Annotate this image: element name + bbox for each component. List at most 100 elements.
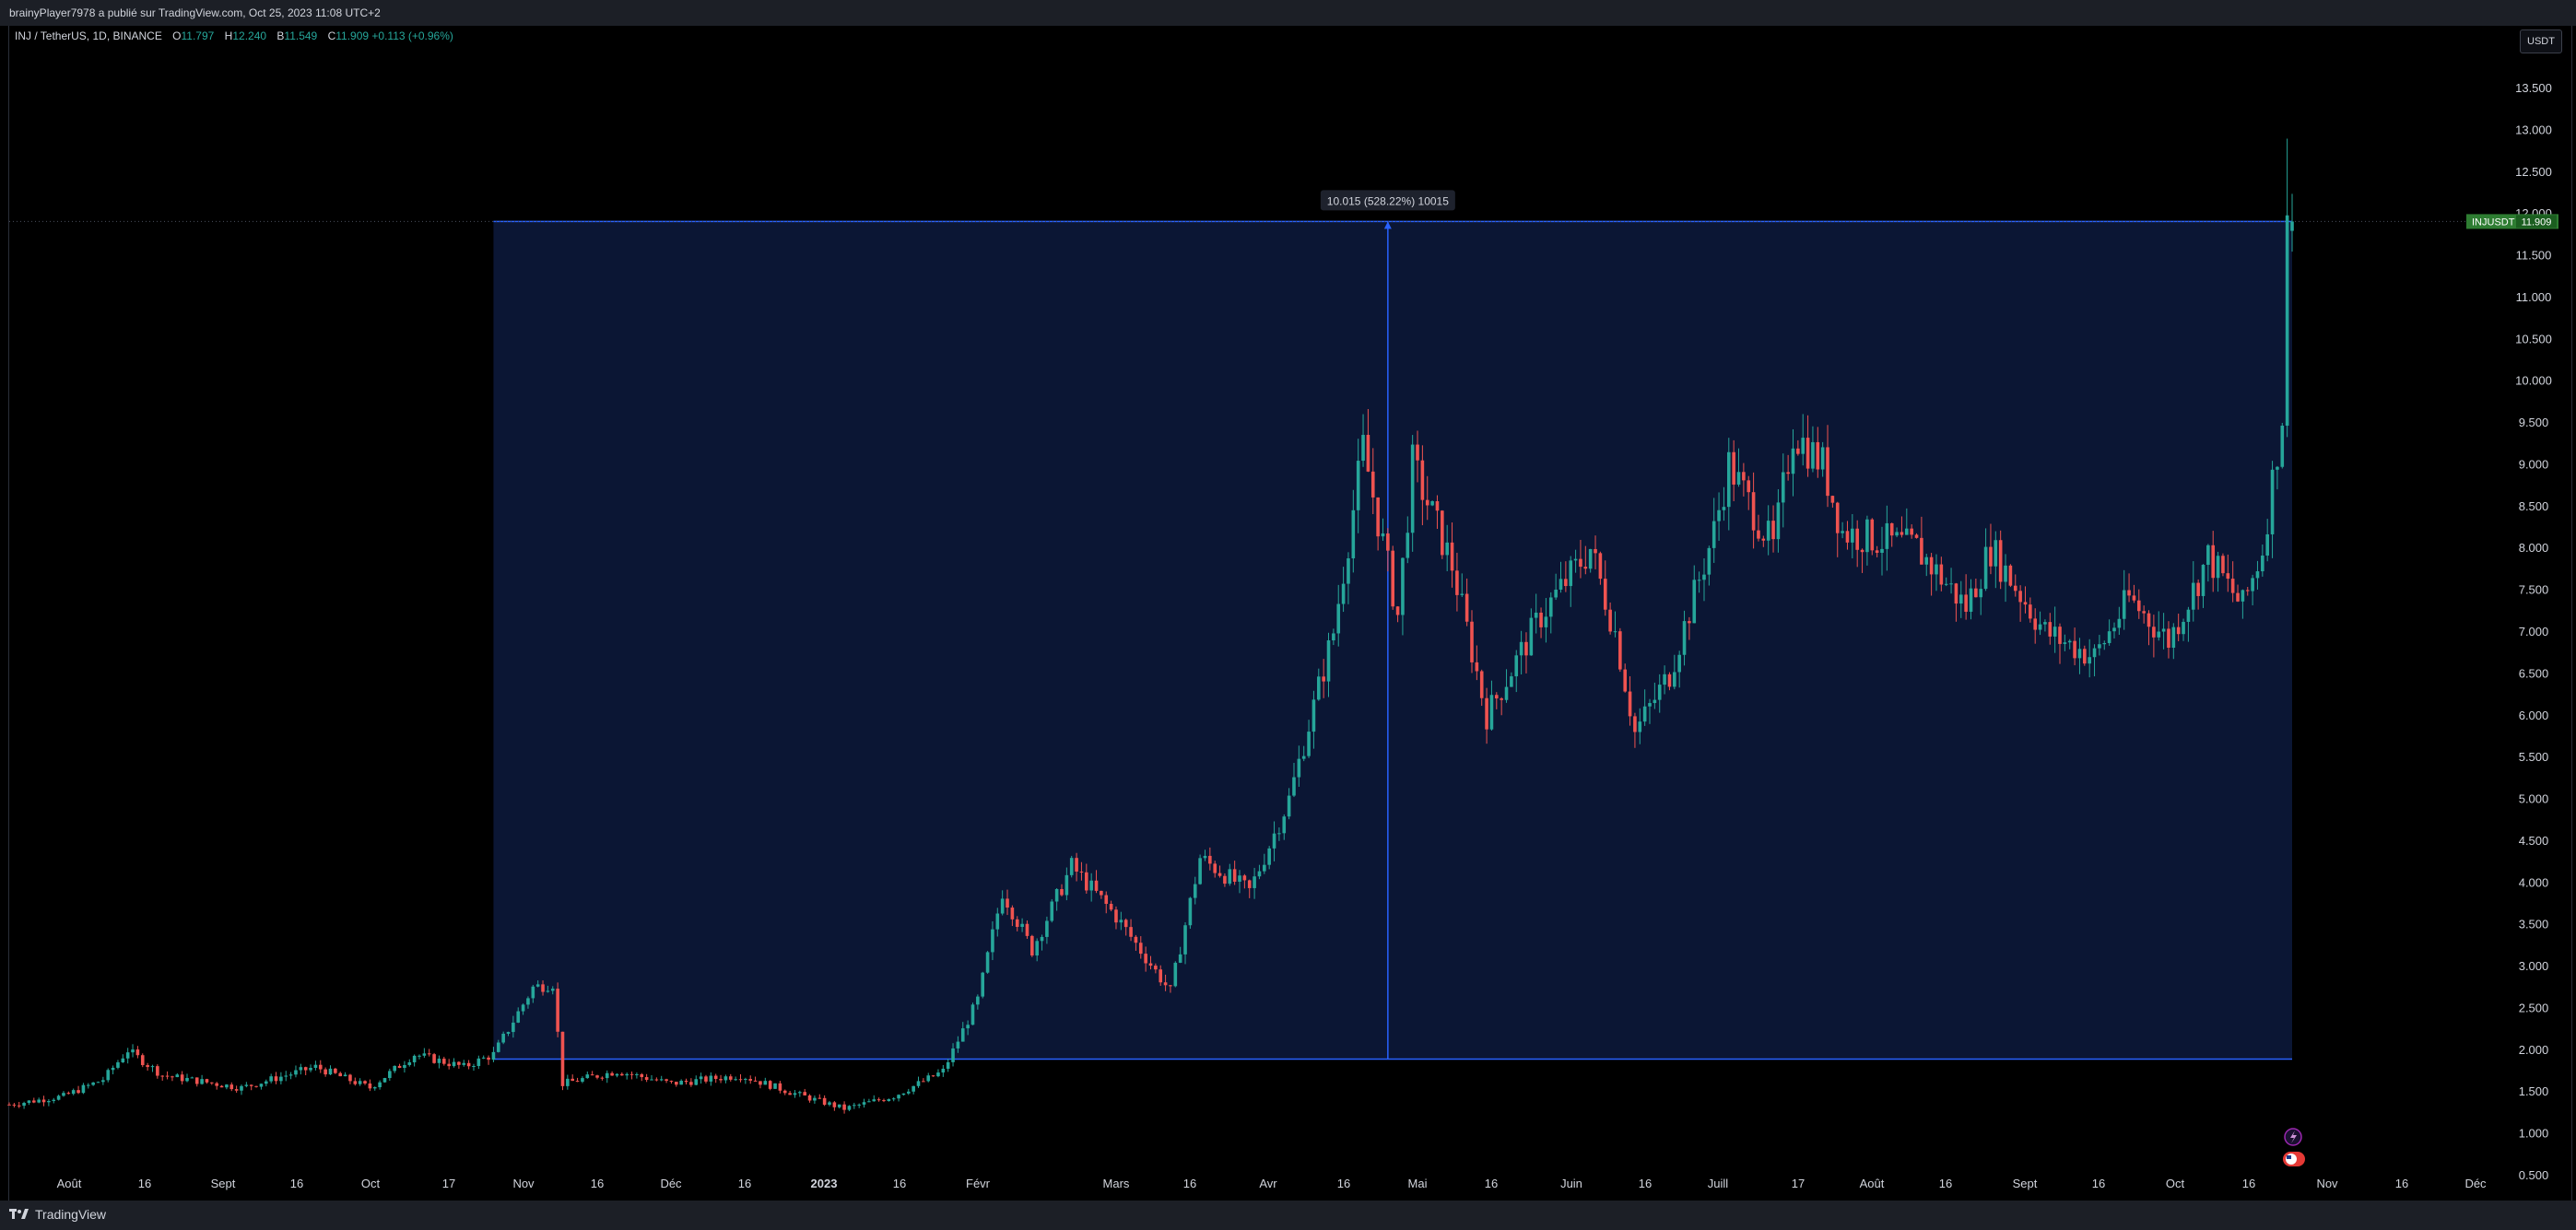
candle-body bbox=[1123, 920, 1128, 928]
candle-body bbox=[659, 1079, 664, 1081]
candle-body bbox=[970, 1004, 975, 1025]
candle-body bbox=[867, 1101, 871, 1103]
candle-body bbox=[1292, 777, 1296, 796]
candle-body bbox=[1579, 558, 1582, 568]
candle-body bbox=[1958, 594, 1963, 604]
candle-body bbox=[1628, 691, 1632, 717]
candle-body bbox=[234, 1089, 239, 1091]
candle-body bbox=[1282, 816, 1287, 834]
time-tick-label: 16 bbox=[2092, 1177, 2105, 1190]
time-tick-label: Oct bbox=[361, 1177, 381, 1190]
candle-body bbox=[759, 1081, 762, 1085]
candle-body bbox=[481, 1057, 486, 1059]
candle-body bbox=[101, 1080, 105, 1083]
candle-body bbox=[2196, 582, 2200, 596]
time-tick-label: 2023 bbox=[811, 1177, 838, 1190]
candle-body bbox=[284, 1075, 288, 1077]
candle-body bbox=[713, 1075, 718, 1080]
candle-body bbox=[1826, 447, 1829, 497]
candle-body bbox=[694, 1079, 699, 1085]
candle-body bbox=[926, 1075, 931, 1082]
price-range-measure: 10.015 (528.22%) 10015 bbox=[9, 190, 2470, 1060]
candle-body bbox=[437, 1059, 441, 1063]
candle-body bbox=[541, 984, 545, 992]
candle-body bbox=[2171, 627, 2176, 649]
range-box[interactable] bbox=[493, 221, 2292, 1060]
candle-body bbox=[205, 1079, 209, 1083]
price-axis: 0.500 1.000 1.500 2.000 2.500 3.000 3.500 4.000… bbox=[2515, 81, 2552, 1182]
candle-body bbox=[2270, 469, 2275, 534]
legend-close: 11.909 bbox=[335, 29, 370, 42]
price-tick-label: 10.000 bbox=[2515, 374, 2552, 388]
candle-body bbox=[1964, 594, 1968, 612]
price-tick-label: 11.000 bbox=[2516, 290, 2552, 304]
candle-body bbox=[1173, 962, 1178, 987]
flag-us-icon[interactable] bbox=[2283, 1152, 2305, 1166]
candle-body bbox=[466, 1062, 471, 1067]
candle-body bbox=[348, 1074, 352, 1082]
candle-body bbox=[1119, 920, 1123, 923]
candle-body bbox=[788, 1093, 792, 1095]
time-tick-label: 16 bbox=[893, 1177, 906, 1190]
candle-body bbox=[654, 1079, 659, 1081]
time-tick-label: Mai bbox=[1408, 1177, 1428, 1190]
currency-button[interactable]: USDT bbox=[2520, 29, 2562, 53]
candle-body bbox=[1000, 898, 1005, 914]
candle-body bbox=[175, 1074, 180, 1078]
time-tick-label: 17 bbox=[1792, 1177, 1805, 1190]
candle-body bbox=[1766, 521, 1770, 541]
candle-body bbox=[1232, 869, 1237, 882]
candle-body bbox=[1144, 954, 1147, 964]
candle-body bbox=[66, 1093, 71, 1095]
candle-body bbox=[832, 1102, 837, 1107]
candle-body bbox=[274, 1076, 278, 1082]
candle-body bbox=[303, 1067, 308, 1071]
candle-body bbox=[1500, 698, 1503, 700]
candle-body bbox=[2098, 644, 2101, 649]
published-by-text: brainyPlayer7978 a publié sur TradingVie… bbox=[9, 6, 381, 19]
price-tick-label: 8.000 bbox=[2519, 541, 2549, 555]
price-tick-label: 13.500 bbox=[2515, 81, 2552, 95]
candle-body bbox=[1406, 533, 1410, 558]
candle-body bbox=[1905, 528, 1909, 535]
candle-body bbox=[916, 1081, 921, 1086]
candle-body bbox=[1376, 497, 1380, 537]
candle-body bbox=[2038, 624, 2042, 630]
candle-body bbox=[22, 1102, 26, 1107]
candle-body bbox=[1623, 669, 1628, 692]
candle-body bbox=[1841, 531, 1844, 533]
candle-body bbox=[1974, 588, 1978, 598]
candle-body bbox=[2221, 556, 2225, 574]
candle-body bbox=[2245, 590, 2250, 592]
time-tick-label: Oct bbox=[2166, 1177, 2185, 1190]
candle-body bbox=[1277, 833, 1281, 835]
candle-body bbox=[1410, 444, 1415, 533]
candle-body bbox=[2127, 590, 2131, 596]
candle-body bbox=[1272, 833, 1276, 849]
candle-body bbox=[1845, 531, 1850, 543]
lightning-icon[interactable] bbox=[2284, 1128, 2302, 1146]
candle-body bbox=[1006, 898, 1009, 908]
candle-body bbox=[876, 1099, 881, 1101]
time-tick-label: 16 bbox=[738, 1177, 751, 1190]
candle-body bbox=[674, 1082, 678, 1085]
candle-body bbox=[704, 1076, 708, 1082]
candle-body bbox=[2092, 648, 2097, 658]
candle-body bbox=[748, 1079, 753, 1081]
candle-body bbox=[1677, 654, 1681, 673]
candle-body bbox=[857, 1104, 861, 1106]
candle-body bbox=[1806, 438, 1810, 469]
candle-body bbox=[2230, 579, 2235, 593]
time-tick-label: 16 bbox=[1337, 1177, 1350, 1190]
candle-body bbox=[1326, 640, 1331, 682]
tradingview-brand[interactable]: TradingView bbox=[9, 1207, 106, 1222]
candle-body bbox=[1391, 550, 1395, 607]
candles bbox=[7, 138, 2294, 1114]
candle-body bbox=[476, 1058, 481, 1066]
price-tick-label: 1.500 bbox=[2519, 1084, 2549, 1098]
candle-body bbox=[200, 1079, 204, 1084]
time-tick-label: 16 bbox=[1939, 1177, 1952, 1190]
price-tick-label: 3.500 bbox=[2519, 918, 2549, 931]
candle-body bbox=[2186, 609, 2191, 622]
